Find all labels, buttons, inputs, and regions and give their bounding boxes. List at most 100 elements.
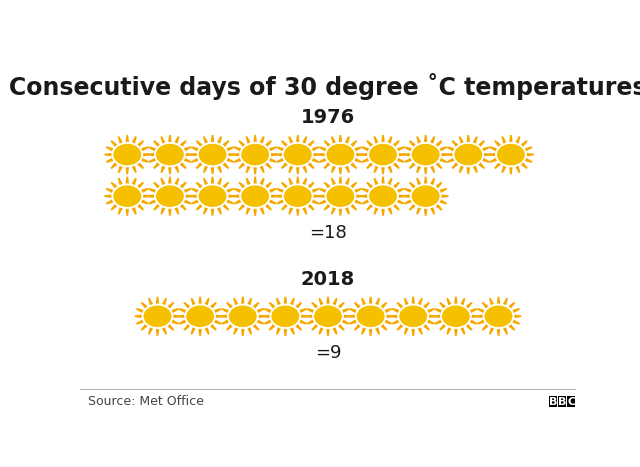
Polygon shape	[509, 135, 513, 142]
Polygon shape	[183, 324, 190, 331]
Polygon shape	[525, 158, 532, 163]
Polygon shape	[361, 327, 366, 335]
Polygon shape	[238, 163, 245, 169]
Polygon shape	[387, 315, 394, 318]
Polygon shape	[143, 153, 150, 156]
Polygon shape	[191, 158, 198, 163]
Polygon shape	[276, 188, 284, 193]
Polygon shape	[111, 204, 117, 211]
Polygon shape	[387, 136, 392, 143]
Polygon shape	[433, 315, 440, 318]
Polygon shape	[360, 194, 367, 198]
Polygon shape	[276, 298, 281, 305]
Polygon shape	[409, 204, 415, 211]
Polygon shape	[172, 319, 179, 325]
Polygon shape	[153, 140, 160, 147]
Polygon shape	[260, 207, 265, 215]
Polygon shape	[366, 163, 373, 169]
Polygon shape	[515, 166, 520, 173]
Polygon shape	[527, 153, 534, 156]
Polygon shape	[153, 204, 160, 211]
Ellipse shape	[369, 185, 397, 207]
Polygon shape	[281, 140, 288, 147]
Ellipse shape	[229, 305, 257, 327]
Polygon shape	[339, 167, 342, 174]
Polygon shape	[132, 178, 137, 185]
Polygon shape	[253, 302, 260, 309]
Polygon shape	[233, 298, 238, 305]
Polygon shape	[521, 140, 528, 147]
Polygon shape	[196, 204, 202, 211]
Polygon shape	[161, 136, 165, 143]
Polygon shape	[470, 308, 477, 313]
Polygon shape	[409, 182, 415, 188]
Polygon shape	[173, 315, 180, 318]
Polygon shape	[247, 327, 252, 335]
Polygon shape	[162, 327, 167, 335]
Polygon shape	[374, 136, 378, 143]
Polygon shape	[396, 324, 403, 331]
Polygon shape	[184, 158, 191, 163]
Polygon shape	[349, 308, 356, 313]
Polygon shape	[355, 188, 362, 193]
Polygon shape	[467, 167, 470, 174]
Polygon shape	[430, 136, 435, 143]
Polygon shape	[478, 140, 485, 147]
Polygon shape	[362, 158, 369, 163]
Polygon shape	[276, 146, 284, 151]
Polygon shape	[246, 207, 251, 215]
Polygon shape	[153, 163, 160, 169]
Polygon shape	[183, 302, 190, 309]
Polygon shape	[238, 182, 245, 188]
Polygon shape	[338, 302, 345, 309]
Polygon shape	[234, 158, 241, 163]
Polygon shape	[264, 308, 271, 313]
Polygon shape	[174, 178, 179, 185]
Polygon shape	[288, 178, 293, 185]
Polygon shape	[319, 298, 324, 305]
Polygon shape	[390, 315, 397, 318]
Polygon shape	[259, 315, 266, 318]
Polygon shape	[356, 153, 364, 156]
Polygon shape	[430, 178, 435, 185]
Polygon shape	[525, 146, 532, 151]
Polygon shape	[447, 158, 454, 163]
Polygon shape	[269, 158, 276, 163]
Polygon shape	[344, 315, 351, 318]
Polygon shape	[296, 135, 300, 142]
Ellipse shape	[497, 144, 525, 165]
Polygon shape	[269, 188, 276, 193]
Polygon shape	[191, 188, 198, 193]
Polygon shape	[397, 158, 404, 163]
Polygon shape	[393, 140, 400, 147]
Polygon shape	[148, 158, 156, 163]
Polygon shape	[241, 329, 244, 336]
Polygon shape	[104, 153, 111, 156]
FancyBboxPatch shape	[558, 396, 566, 407]
Polygon shape	[429, 315, 436, 318]
Polygon shape	[141, 146, 148, 151]
Polygon shape	[381, 324, 387, 331]
Polygon shape	[418, 298, 423, 305]
Ellipse shape	[271, 305, 300, 327]
Polygon shape	[416, 166, 421, 173]
Polygon shape	[423, 302, 430, 309]
Polygon shape	[168, 167, 172, 174]
Polygon shape	[269, 324, 275, 331]
Polygon shape	[477, 319, 484, 325]
Polygon shape	[211, 209, 214, 216]
Polygon shape	[366, 182, 373, 188]
Polygon shape	[392, 308, 399, 313]
Ellipse shape	[284, 144, 312, 165]
Polygon shape	[515, 136, 520, 143]
Polygon shape	[223, 140, 229, 147]
Polygon shape	[271, 194, 278, 198]
Polygon shape	[148, 327, 153, 335]
Polygon shape	[375, 327, 380, 335]
Polygon shape	[349, 319, 356, 325]
Polygon shape	[168, 135, 172, 142]
Polygon shape	[503, 298, 508, 305]
Polygon shape	[477, 308, 484, 313]
Polygon shape	[301, 315, 308, 318]
Polygon shape	[168, 177, 172, 184]
